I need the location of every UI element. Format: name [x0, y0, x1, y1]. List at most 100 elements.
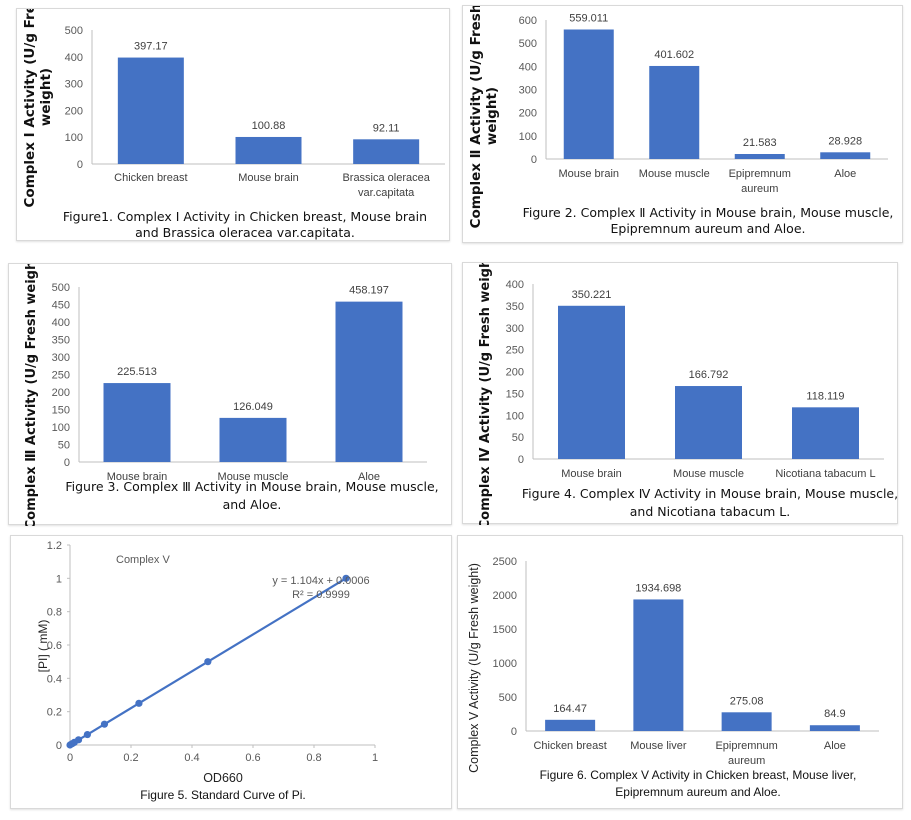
fig2-data-label: 401.602	[654, 49, 694, 61]
fig2-y-tick-label: 100	[519, 131, 537, 143]
fig5-x-tick-label: 0.2	[123, 752, 138, 764]
fig2-category-label: Aloe	[834, 168, 856, 180]
fig1-caption: Figure1. Complex I Activity in Chicken b…	[63, 209, 427, 224]
fig5-y-tick-label: 0.4	[47, 673, 62, 685]
figure-6-chart: 0 500 1000 1500 2000 2500 164.47 Chicken breast…	[467, 556, 879, 799]
fig3-caption: Figure 3. Complex Ⅲ Activity in Mouse br…	[65, 479, 438, 494]
fig4-y-axis-title-line: Complex Ⅳ Activity (U/g Fresh weight)	[478, 263, 493, 525]
fig3-y-tick-label: 100	[52, 422, 70, 434]
fig4-y-tick-label: 400	[506, 279, 524, 291]
fig3-y-tick-label: 0	[64, 457, 70, 469]
fig4-y-tick-label: 250	[506, 345, 524, 357]
fig3-y-tick-label: 50	[58, 440, 70, 452]
fig2-y-tick-label: 500	[519, 38, 537, 50]
fig6-data-label: 275.08	[730, 695, 764, 707]
fig4-caption: Figure 4. Complex Ⅳ Activity in Mouse br…	[522, 486, 898, 501]
figure-3-panel: 0 50 100 150 200 250 300 350 400 450 500 225.513 Mou…	[8, 263, 452, 526]
fig2-data-label: 559.011	[569, 12, 608, 24]
fig2-data-label: 21.583	[743, 137, 777, 149]
figure-3-chart: 0 50 100 150 200 250 300 350 400 450 500 225.513 Mou…	[24, 264, 439, 526]
fig6-caption: Figure 6. Complex V Activity in Chicken …	[540, 768, 857, 782]
fig6-category-label: Mouse liver	[630, 740, 687, 752]
fig5-y-tick-label: 0.8	[47, 607, 62, 619]
fig6-category-label: Chicken breast	[533, 740, 606, 752]
fig4-bar	[792, 407, 859, 459]
fig6-y-tick-label: 1000	[493, 658, 517, 670]
fig2-category-label: Mouse muscle	[639, 168, 710, 180]
fig5-x-tick-label: 0	[67, 752, 73, 764]
fig2-y-axis-title: Complex Ⅱ Activity (U/g Fresh weight)	[468, 6, 500, 228]
fig2-y-tick-label: 0	[531, 154, 537, 166]
fig4-data-label: 166.792	[689, 369, 729, 381]
fig6-category-label: Epipremnum	[715, 740, 777, 752]
fig3-category-label: Aloe	[358, 471, 380, 483]
fig1-category-label: Mouse brain	[238, 172, 299, 184]
fig2-category-label: aureum	[741, 183, 778, 195]
fig2-y-tick-label: 300	[519, 85, 537, 97]
fig1-y-axis-title: Complex I Activity (U/g Fresh weight)	[22, 9, 54, 207]
fig6-y-tick-label: 2000	[493, 590, 517, 602]
fig3-category-label: Mouse brain	[107, 471, 168, 483]
fig2-y-axis-title-line: weight)	[484, 87, 500, 145]
fig1-data-label: 100.88	[252, 120, 286, 132]
fig6-bar	[809, 725, 860, 731]
fig1-y-axis-title-line: weight)	[38, 68, 54, 126]
fig4-y-axis-title: Complex Ⅳ Activity (U/g Fresh weight)	[478, 263, 493, 525]
fig5-caption: Figure 5. Standard Curve of Pi.	[140, 788, 305, 802]
fig2-bar	[563, 29, 614, 159]
fig4-y-tick-label: 150	[506, 388, 524, 400]
fig2-bar	[649, 65, 700, 159]
fig5-x-tick-label: 1	[372, 752, 378, 764]
fig5-data-point	[100, 720, 109, 728]
fig1-data-label: 397.17	[134, 41, 168, 53]
fig3-y-tick-label: 300	[52, 352, 70, 364]
fig5-data-point	[204, 658, 212, 666]
fig5-data-point	[135, 699, 143, 707]
fig3-data-label: 458.197	[349, 285, 389, 297]
fig5-data-point	[83, 730, 91, 739]
figure-1-panel: 0 100 200 300 400 500 397.17 Chicken breast 100.…	[16, 8, 450, 241]
figure-4-chart: 0 50 100 150 200 250 300 350 400 350.221 Mouse bra…	[478, 263, 898, 525]
fig3-y-axis-title-line: Complex Ⅲ Activity (U/g Fresh weight)	[24, 264, 39, 526]
fig1-y-tick-label: 100	[65, 132, 83, 144]
fig3-y-tick-label: 400	[52, 317, 70, 329]
fig3-data-label: 126.049	[233, 401, 273, 413]
fig2-y-axis-title-line: Complex Ⅱ Activity (U/g Fresh	[468, 6, 484, 228]
fig1-category-label: Brassica oleracea	[342, 172, 430, 184]
fig6-data-label: 1934.698	[635, 582, 681, 594]
fig6-y-tick-label: 0	[511, 726, 517, 738]
fig5-data-point	[74, 736, 83, 744]
fig2-y-tick-label: 200	[519, 108, 537, 120]
fig3-category-label: Mouse muscle	[218, 471, 289, 483]
fig1-y-tick-label: 500	[65, 25, 83, 37]
fig1-y-tick-label: 0	[77, 159, 83, 171]
figure-4-panel: 0 50 100 150 200 250 300 350 400 350.221 Mouse bra…	[462, 262, 898, 525]
fig6-y-tick-label: 2500	[493, 556, 517, 568]
figure-2-chart: 0 100 200 300 400 500 600 559.011 Mouse brain 401…	[468, 6, 894, 236]
figure-6-panel: 0 500 1000 1500 2000 2500 164.47 Chicken breast…	[457, 535, 903, 809]
fig6-y-axis-title: Complex V Activity (U/g Fresh weight)	[467, 563, 481, 773]
fig1-y-axis-title-line: Complex I Activity (U/g Fresh	[22, 9, 38, 207]
figure-5-panel: 0 0.2 0.4 0.6 0.8 1 1.2 0 0.2 0.4 0.6 0.8 1 Complex V…	[10, 535, 452, 809]
fig2-bar	[734, 153, 785, 159]
fig3-y-tick-label: 150	[52, 405, 70, 417]
fig5-x-tick-label: 0.8	[306, 752, 321, 764]
fig5-data-point	[342, 574, 350, 582]
fig2-category-label: Epipremnum	[729, 168, 791, 180]
fig4-y-tick-label: 300	[506, 323, 524, 335]
fig5-y-tick-label: 0.6	[47, 640, 62, 652]
fig6-y-axis-title-line: Complex V Activity (U/g Fresh weight)	[467, 563, 481, 773]
figure-2-panel: 0 100 200 300 400 500 600 559.011 Mouse brain 401…	[462, 5, 903, 243]
fig1-y-tick-label: 300	[65, 79, 83, 91]
fig3-y-tick-label: 250	[52, 370, 70, 382]
fig4-data-label: 350.221	[572, 289, 612, 301]
fig4-bar	[558, 305, 625, 459]
fig4-y-tick-label: 200	[506, 367, 524, 379]
fig2-caption: Figure 2. Complex Ⅱ Activity in Mouse br…	[523, 205, 894, 220]
fig1-category-label: var.capitata	[358, 187, 415, 199]
fig1-bar	[117, 57, 184, 164]
fig6-category-label: Aloe	[824, 740, 846, 752]
fig3-caption: and Aloe.	[223, 497, 282, 512]
fig3-y-tick-label: 350	[52, 335, 70, 347]
fig3-bar	[335, 301, 403, 462]
